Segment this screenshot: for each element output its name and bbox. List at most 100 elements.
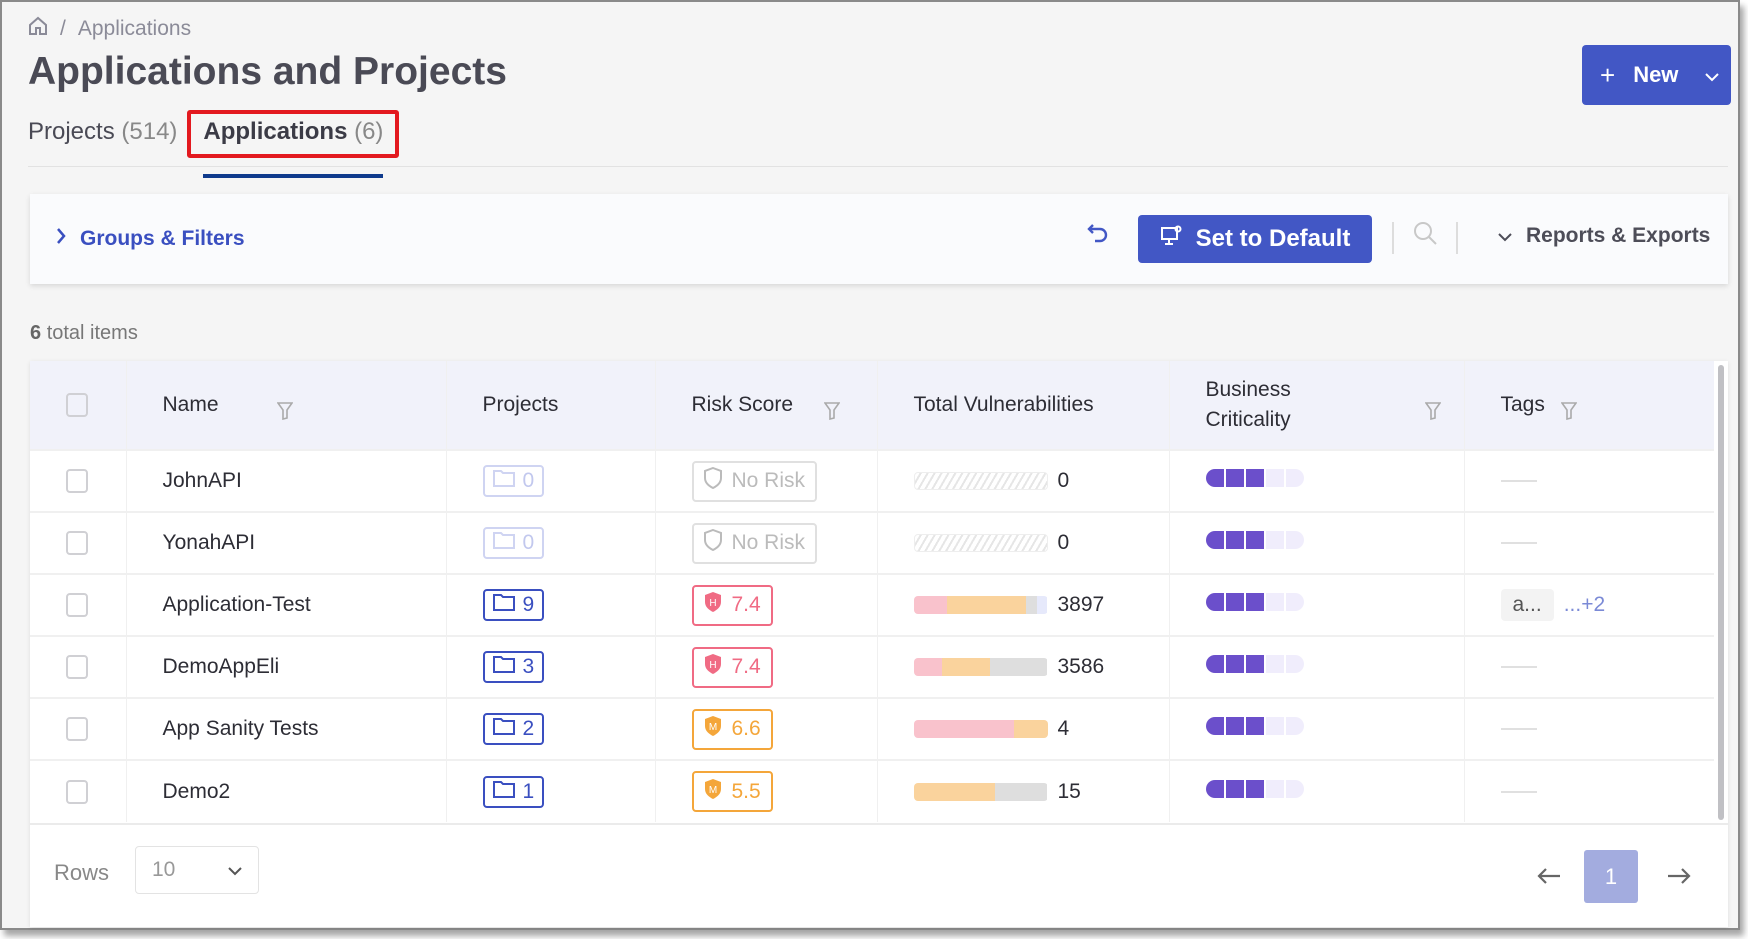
folder-icon xyxy=(492,469,515,493)
risk-badge: M 5.5 xyxy=(691,771,773,812)
divider xyxy=(1456,222,1458,254)
criticality-segment xyxy=(1285,779,1304,798)
plus-icon: + xyxy=(1600,59,1616,90)
criticality-meter xyxy=(1205,717,1304,735)
tab-label: Projects xyxy=(28,118,115,145)
application-name[interactable]: Application-Test xyxy=(162,593,311,616)
application-name[interactable]: App Sanity Tests xyxy=(162,717,319,740)
rows-per-page-select[interactable]: 10 xyxy=(135,846,259,894)
next-page-icon[interactable] xyxy=(1666,861,1692,893)
filter-icon[interactable] xyxy=(822,399,841,429)
criticality-segment xyxy=(1265,717,1284,735)
row-checkbox[interactable] xyxy=(66,779,88,804)
vulnerability-segment xyxy=(913,720,1014,739)
risk-badge: M 6.6 xyxy=(691,708,773,750)
table-row[interactable]: JohnAPI 0 No Risk 0 xyxy=(30,449,1714,512)
criticality-segment xyxy=(1265,469,1284,487)
table-row[interactable]: App Sanity Tests 2 M 6.6 4 xyxy=(30,697,1714,760)
row-checkbox[interactable] xyxy=(66,593,88,617)
groups-filters-toggle[interactable]: Groups & Filters xyxy=(56,227,245,251)
folder-icon xyxy=(492,780,515,804)
table-row[interactable]: Application-Test 9 H 7.4 3897 a... ...+2 xyxy=(30,573,1714,636)
criticality-meter xyxy=(1205,593,1304,611)
select-all-checkbox[interactable] xyxy=(66,393,88,417)
vulnerability-bar xyxy=(913,720,1048,739)
page-button-current[interactable]: 1 xyxy=(1584,850,1638,903)
tab-projects[interactable]: Projects (514) xyxy=(28,118,177,162)
tab-applications[interactable]: Applications (6) xyxy=(187,110,400,178)
risk-score: 6.6 xyxy=(731,717,761,740)
criticality-meter xyxy=(1205,655,1304,673)
home-icon[interactable] xyxy=(28,16,48,42)
column-header-risk-score[interactable]: Risk Score xyxy=(691,393,794,416)
projects-count: 0 xyxy=(522,469,535,492)
svg-text:H: H xyxy=(709,598,716,609)
set-to-default-button[interactable]: Set to Default xyxy=(1138,215,1372,263)
criticality-segment xyxy=(1225,717,1244,735)
reports-exports-dropdown[interactable]: Reports & Exports xyxy=(1498,224,1710,248)
more-tags-link[interactable]: ...+2 xyxy=(1563,593,1606,616)
application-name[interactable]: Demo2 xyxy=(162,779,231,803)
applications-table-card: Name Projects Risk Score Total Vulnerabi… xyxy=(30,361,1728,927)
criticality-meter xyxy=(1205,531,1304,549)
column-header-name[interactable]: Name xyxy=(162,393,219,416)
tag-chip[interactable]: a... xyxy=(1500,589,1554,621)
projects-count-button[interactable]: 3 xyxy=(482,651,545,683)
table-header-row: Name Projects Risk Score Total Vulnerabi… xyxy=(30,361,1714,450)
filter-toolbar: Groups & Filters Set to Default Reports … xyxy=(30,194,1728,284)
table-row[interactable]: DemoAppEli 3 H 7.4 3586 xyxy=(30,635,1714,698)
total-suffix: total items xyxy=(46,322,138,344)
criticality-segment xyxy=(1205,717,1224,735)
projects-count: 3 xyxy=(522,655,535,678)
vulnerability-segment xyxy=(941,658,990,677)
risk-badge: H 7.4 xyxy=(691,584,773,626)
projects-count-button[interactable]: 0 xyxy=(482,465,545,497)
vulnerability-bar xyxy=(913,782,1048,801)
projects-count-button[interactable]: 0 xyxy=(482,527,545,559)
application-name[interactable]: YonahAPI xyxy=(162,531,256,554)
vulnerability-segment xyxy=(1014,720,1048,739)
criticality-segment xyxy=(1265,655,1284,673)
projects-count-button[interactable]: 2 xyxy=(482,713,545,745)
highlight-box xyxy=(187,110,400,158)
table-row[interactable]: Demo2 1 M 5.5 15 xyxy=(30,759,1714,822)
row-checkbox[interactable] xyxy=(66,655,88,679)
table-row[interactable]: YonahAPI 0 No Risk 0 xyxy=(30,511,1714,574)
row-checkbox[interactable] xyxy=(66,469,88,493)
column-header-tags[interactable]: Tags xyxy=(1500,393,1545,416)
tab-count: (514) xyxy=(121,118,178,145)
vulnerability-total: 0 xyxy=(1057,469,1070,493)
chevron-down-icon[interactable] xyxy=(1705,62,1719,88)
undo-icon[interactable] xyxy=(1086,222,1110,253)
criticality-segment xyxy=(1225,655,1244,673)
table-footer: Rows 10 1 xyxy=(30,823,1728,927)
projects-count-button[interactable]: 1 xyxy=(482,775,545,808)
filter-icon[interactable] xyxy=(1559,399,1578,429)
row-checkbox[interactable] xyxy=(66,531,88,555)
total-items: 6 total items xyxy=(30,322,138,345)
projects-count: 9 xyxy=(522,593,535,616)
projects-count-button[interactable]: 9 xyxy=(482,589,545,621)
vulnerability-total: 15 xyxy=(1057,779,1081,803)
tab-label: Applications xyxy=(203,118,348,145)
vulnerability-total: 3897 xyxy=(1057,593,1105,617)
chevron-down-icon xyxy=(228,858,242,882)
application-name[interactable]: DemoAppEli xyxy=(162,655,280,678)
filter-icon[interactable] xyxy=(1423,399,1442,429)
severity-shield-icon: H xyxy=(704,653,722,681)
criticality-segment xyxy=(1245,717,1264,735)
criticality-segment xyxy=(1245,469,1264,487)
search-icon[interactable] xyxy=(1412,220,1438,251)
application-name[interactable]: JohnAPI xyxy=(162,469,242,492)
criticality-meter xyxy=(1205,469,1304,487)
criticality-segment xyxy=(1265,531,1284,549)
vulnerability-bar xyxy=(913,596,1048,615)
chevron-right-icon xyxy=(56,227,66,251)
row-checkbox[interactable] xyxy=(66,717,88,741)
new-button[interactable]: + New xyxy=(1582,45,1731,105)
previous-page-icon[interactable] xyxy=(1536,861,1562,893)
filter-icon[interactable] xyxy=(275,399,294,429)
vertical-scrollbar[interactable] xyxy=(1718,365,1724,820)
column-header-business-criticality[interactable]: Business Criticality xyxy=(1205,378,1291,431)
